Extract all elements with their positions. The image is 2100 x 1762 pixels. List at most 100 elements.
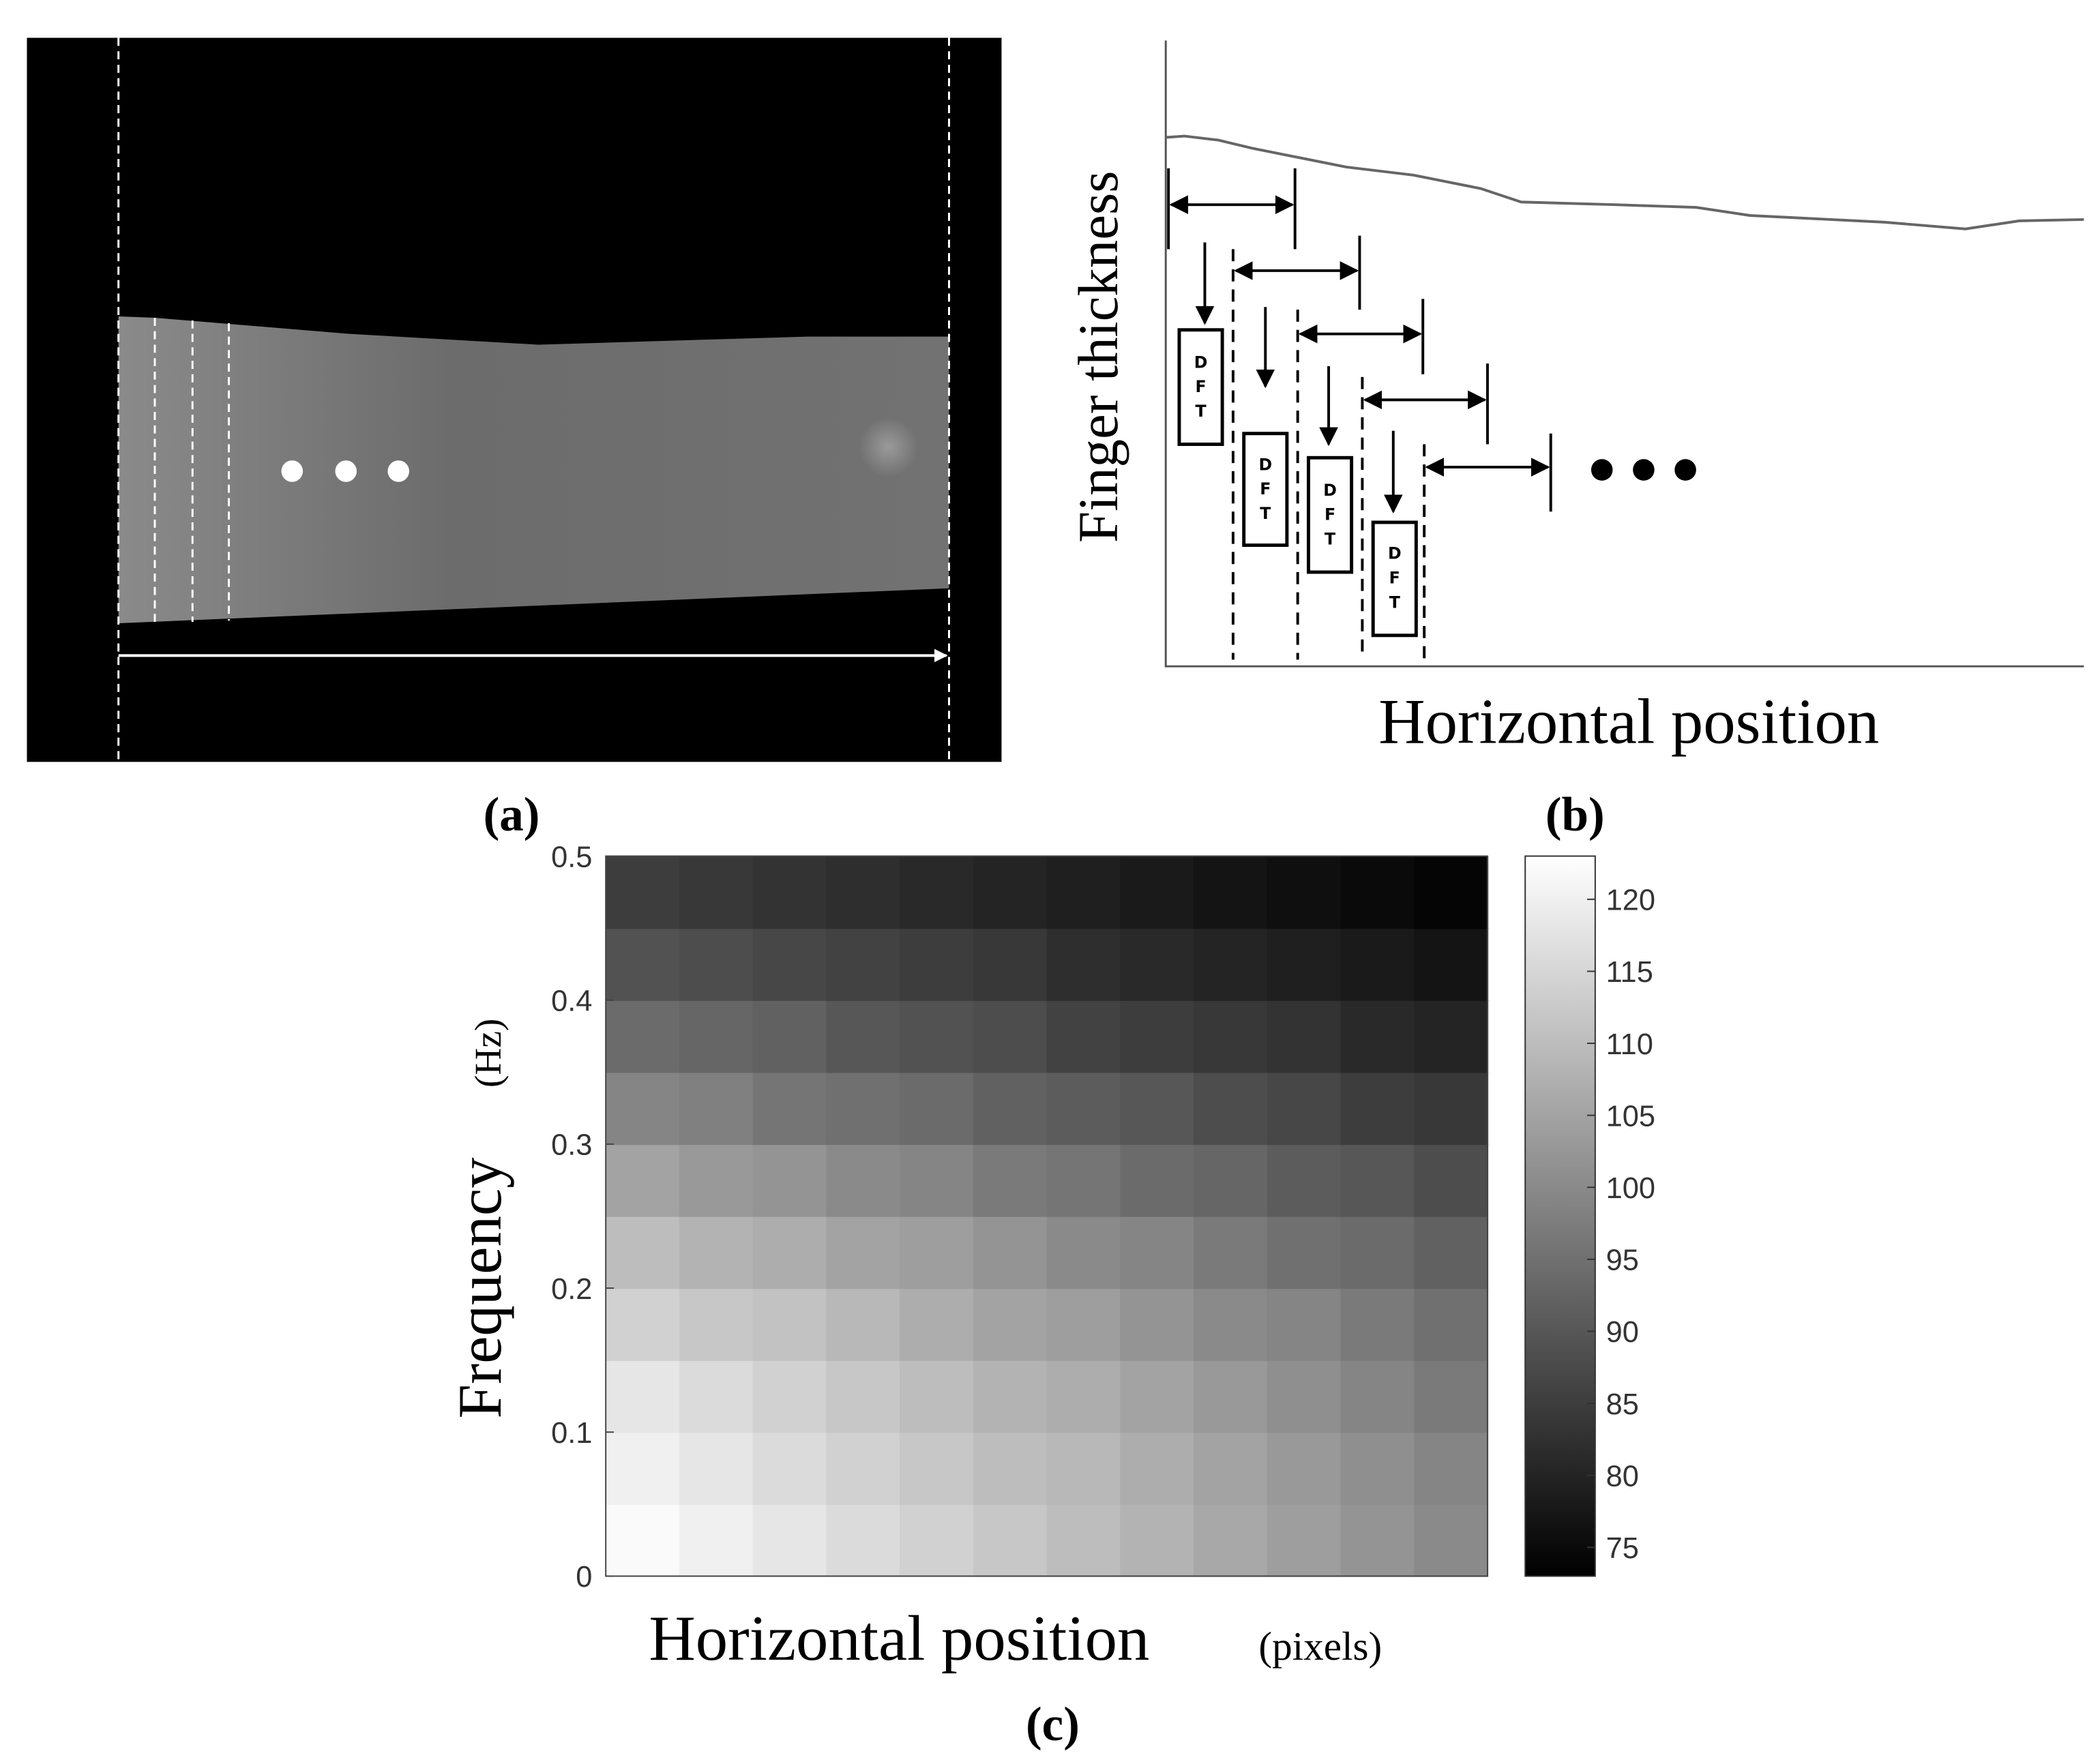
colorbar-tick-label: 110 xyxy=(1606,1028,1653,1061)
panel-label: (a) xyxy=(484,788,540,841)
y-tick-label: 0.5 xyxy=(551,841,592,873)
dft-label: DFT xyxy=(1192,353,1211,426)
heatmap-cell xyxy=(1414,1288,1489,1361)
heatmap-cell xyxy=(826,1000,901,1073)
heatmap-cell xyxy=(606,1288,681,1361)
heatmap-cell xyxy=(1340,1072,1415,1146)
y-tick-label: 0.3 xyxy=(551,1129,592,1162)
colorbar-tick-label: 85 xyxy=(1606,1388,1639,1421)
heatmap-cell xyxy=(900,1000,975,1073)
heatmap-cell xyxy=(1046,1504,1121,1577)
colorbar-tick-label: 120 xyxy=(1606,884,1655,917)
heatmap-cell xyxy=(1046,928,1121,1001)
heatmap-cell xyxy=(826,1144,901,1217)
heatmap-cell xyxy=(1046,856,1121,929)
heatmap-cell xyxy=(1046,1432,1121,1506)
heatmap-cell xyxy=(1414,856,1489,929)
heatmap-cell xyxy=(606,1072,681,1146)
heatmap-cell xyxy=(679,1360,754,1433)
heatmap-cell xyxy=(1120,1000,1195,1073)
heatmap-cell xyxy=(1120,1216,1195,1289)
heatmap-cell xyxy=(679,1144,754,1217)
heatmap-cell xyxy=(1120,1432,1195,1506)
heatmap-cell xyxy=(1194,1072,1268,1146)
heatmap-cell xyxy=(1414,928,1489,1001)
heatmap-cell xyxy=(973,1432,1048,1506)
heatmap-cell xyxy=(1414,1072,1489,1146)
panel-c: Frequency (Hz) Horizontal position (pixe… xyxy=(445,841,1655,1751)
heatmap-cell xyxy=(606,856,681,929)
heatmap-cell xyxy=(973,1504,1048,1577)
heatmap-cell xyxy=(900,856,975,929)
y-tick-label: 0.4 xyxy=(551,985,592,1017)
heatmap-cell xyxy=(826,856,901,929)
colorbar-tick-label: 115 xyxy=(1606,956,1653,989)
heatmap-cell xyxy=(1267,1504,1342,1577)
x-axis-label: Horizontal position xyxy=(1378,687,1879,758)
heatmap-cell xyxy=(752,1360,827,1433)
x-axis-unit: (pixels) xyxy=(1258,1624,1382,1669)
heatmap-cell xyxy=(606,1144,681,1217)
heatmap-cell xyxy=(1194,1000,1268,1073)
panel-label: (b) xyxy=(1546,788,1605,841)
heatmap-cell xyxy=(1340,1360,1415,1433)
heatmap-cell xyxy=(1194,1432,1268,1506)
heatmap-cell xyxy=(900,1144,975,1217)
heatmap-cell xyxy=(752,928,827,1001)
ellipsis-dots xyxy=(281,460,410,482)
heatmap-cell xyxy=(1267,1360,1342,1433)
heatmap-cell xyxy=(826,1072,901,1146)
heatmap-cell xyxy=(973,1072,1048,1146)
heatmap-cell xyxy=(973,1216,1048,1289)
heatmap-cell xyxy=(1340,1000,1415,1073)
heatmap-cell xyxy=(1267,1000,1342,1073)
y-axis-unit: (Hz) xyxy=(467,1019,509,1088)
colorbar-tick-label: 90 xyxy=(1606,1316,1639,1349)
heatmap-cell xyxy=(1414,1504,1489,1577)
heatmap-cell xyxy=(973,928,1048,1001)
heatmap-cell xyxy=(826,1432,901,1506)
heatmap-cell xyxy=(679,856,754,929)
heatmap-cell xyxy=(679,1000,754,1073)
heatmap-cell xyxy=(1120,1360,1195,1433)
heatmap-cell xyxy=(900,1288,975,1361)
plot-frame xyxy=(605,855,1488,1577)
heatmap-cell xyxy=(679,928,754,1001)
panel-label: (c) xyxy=(1026,1698,1080,1751)
heatmap-cell xyxy=(1414,1216,1489,1289)
heatmap-cell xyxy=(1194,1360,1268,1433)
heatmap-cell xyxy=(826,1216,901,1289)
heatmap-cell xyxy=(1194,1288,1268,1361)
colorbar-tick-label: 105 xyxy=(1606,1100,1655,1133)
heatmap-cell xyxy=(752,1000,827,1073)
heatmap-cell xyxy=(752,1504,827,1577)
heatmap-cell xyxy=(973,1288,1048,1361)
heatmap-cell xyxy=(1120,856,1195,929)
dft-boxes xyxy=(1177,328,1418,638)
heatmap-cell xyxy=(752,1432,827,1506)
y-tick-label: 0.1 xyxy=(551,1417,592,1450)
dft-label: DFT xyxy=(1385,544,1404,618)
heatmap-cell xyxy=(1046,1360,1121,1433)
colorbar xyxy=(1524,855,1596,1577)
bright-spot xyxy=(859,417,919,477)
finger-region xyxy=(118,316,949,624)
heatmap-cell xyxy=(1194,928,1268,1001)
heatmap-cell xyxy=(973,856,1048,929)
heatmap-cell xyxy=(900,1072,975,1146)
heatmap-cell xyxy=(1414,1144,1489,1217)
dashed-guides xyxy=(117,38,950,762)
heatmap-cell xyxy=(1340,1432,1415,1506)
heatmap-cell xyxy=(1046,1288,1121,1361)
y-axis-label: Finger thickness xyxy=(1067,170,1129,543)
heatmap-cell xyxy=(1414,1360,1489,1433)
heatmap-cell xyxy=(1194,1504,1268,1577)
heatmap-cell xyxy=(1267,1216,1342,1289)
heatmap-cell xyxy=(752,1072,827,1146)
panel-a: (a) xyxy=(27,38,1002,841)
y-tick-label: 0 xyxy=(576,1561,592,1594)
heatmap-cell xyxy=(1120,1144,1195,1217)
heatmap-cell xyxy=(606,1432,681,1506)
